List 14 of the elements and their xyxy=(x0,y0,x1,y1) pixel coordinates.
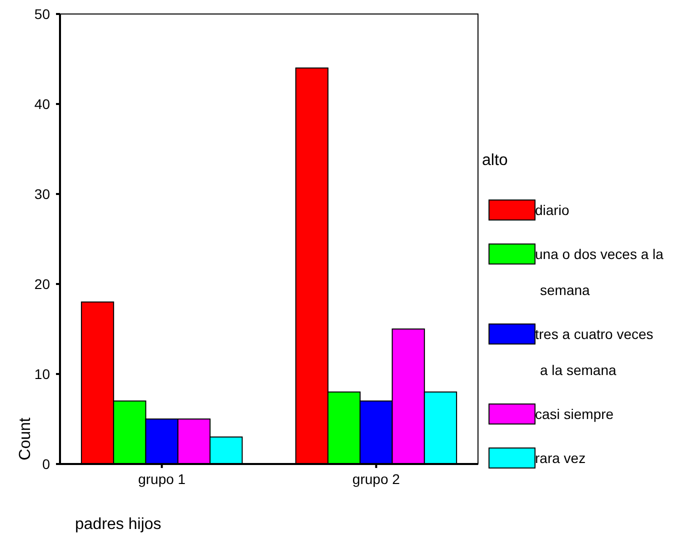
legend-label: casi siempre xyxy=(535,406,614,422)
legend-label: rara vez xyxy=(535,450,586,466)
y-tick-label: 20 xyxy=(34,276,50,292)
y-tick-label: 0 xyxy=(42,456,50,472)
y-tick-label: 10 xyxy=(34,366,50,382)
x-tick-label: grupo 2 xyxy=(352,471,400,487)
legend-label: diario xyxy=(535,202,570,218)
y-tick-label: 50 xyxy=(34,6,50,22)
legend-title: alto xyxy=(482,152,508,169)
x-axis-title: padres hijos xyxy=(75,516,162,533)
y-tick-label: 30 xyxy=(34,186,50,202)
x-tick-label: grupo 1 xyxy=(138,471,186,487)
y-tick-label: 40 xyxy=(34,96,50,112)
y-axis-title: Count xyxy=(17,417,34,460)
